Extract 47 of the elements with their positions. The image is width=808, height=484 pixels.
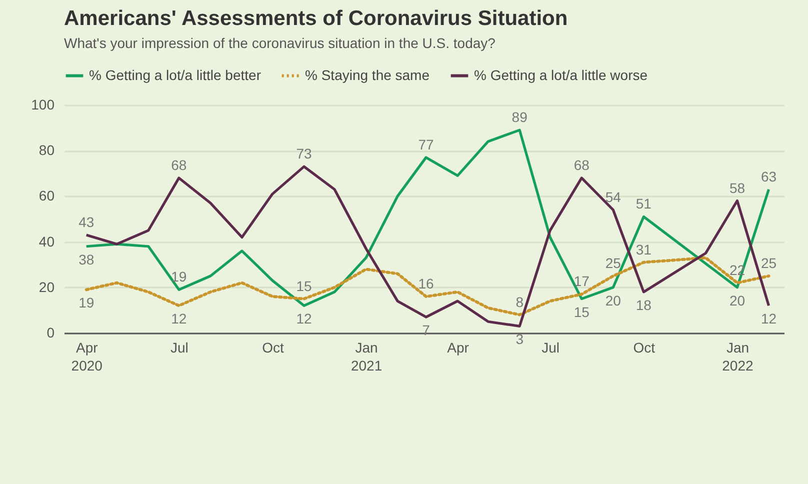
data-label: 20 [729,292,746,308]
y-tick-label: 80 [38,142,55,158]
data-label: 43 [78,214,94,230]
x-tick-label: Jan 2022 [722,340,754,374]
data-label: 8 [516,294,524,310]
data-label: 17 [574,273,590,290]
data-label: 25 [605,255,622,271]
data-label: 58 [729,180,746,196]
y-tick-label: 40 [38,233,55,250]
legend-label: % Getting a lot/a little worse [474,66,648,83]
legend-label: % Staying the same [305,66,430,83]
y-tick-label: 100 [31,96,55,112]
data-label: 19 [78,294,94,311]
data-label: 25 [760,255,777,271]
y-tick-label: 60 [38,188,55,204]
y-tick-label: 0 [46,324,55,340]
chart-subtitle: What's your impression of the coronavirus situation in the U.S. today? [64,35,496,51]
data-label: 12 [760,310,777,327]
chart-title: Americans' Assessments of Coronavirus Situation [64,7,568,30]
x-tick-label: Apr 2020 [71,340,103,374]
data-label: 18 [636,296,652,313]
data-label: 20 [605,292,622,308]
data-label: 89 [512,109,528,126]
data-label: 31 [636,241,652,258]
data-label: 51 [636,196,652,212]
data-label: 68 [574,156,590,173]
data-label: 16 [418,276,434,292]
data-label: 15 [296,278,312,294]
x-tick-label: Oct [633,340,656,356]
data-label: 12 [171,310,187,327]
data-label: 68 [171,156,187,173]
data-label: 77 [418,136,434,152]
data-label: 12 [296,310,312,327]
x-tick-label: Apr [447,340,470,356]
x-tick-label: Jul [542,340,560,356]
x-tick-label: Oct [262,340,284,356]
data-label: 73 [296,146,312,162]
data-label: 63 [760,168,777,184]
data-label: 3 [516,331,524,348]
legend-label: % Getting a lot/a little better [89,66,262,83]
x-tick-label: Jan 2021 [350,340,382,374]
data-label: 19 [171,268,187,285]
data-label: 54 [605,188,622,205]
data-label: 15 [574,304,590,320]
data-label: 38 [78,251,94,268]
x-tick-label: Jul [170,340,188,356]
y-tick-label: 20 [38,278,55,295]
